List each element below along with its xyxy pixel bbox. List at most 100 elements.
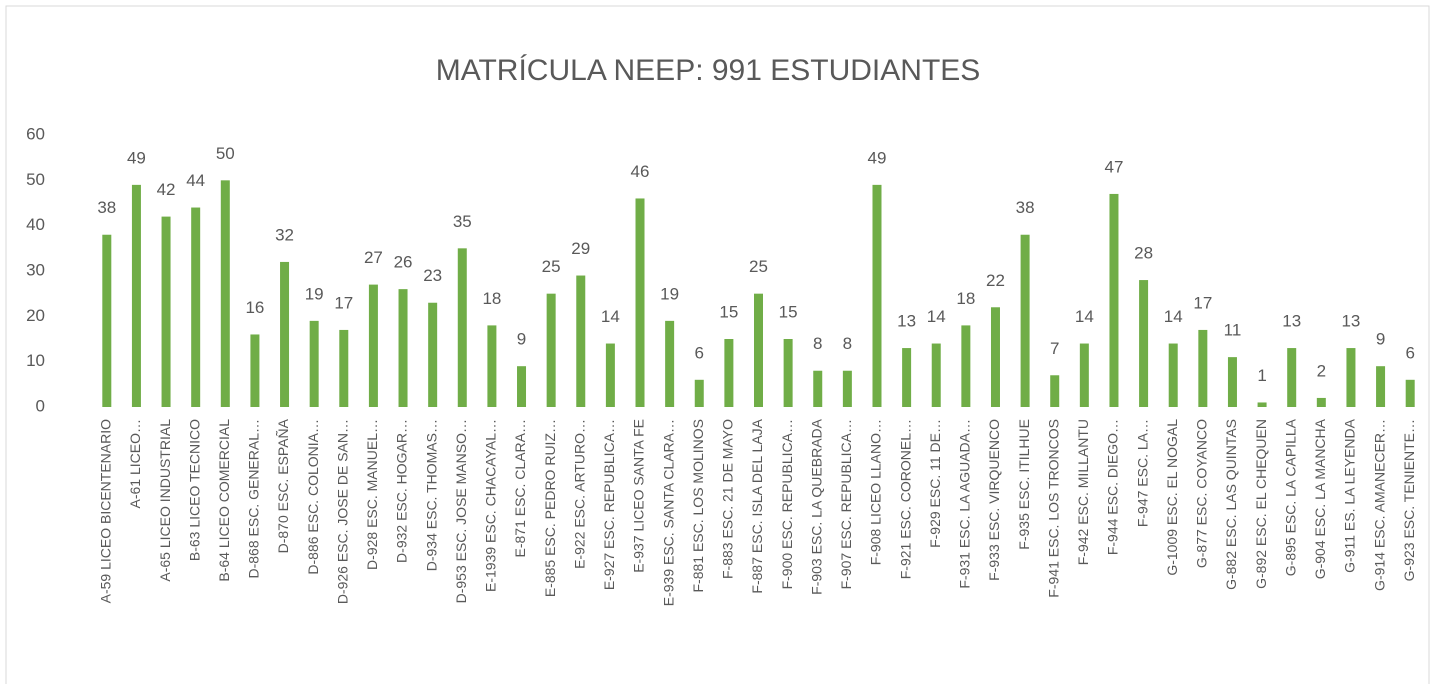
bar — [220, 180, 230, 407]
data-label: 35 — [453, 212, 472, 231]
x-tick-label: D-870 ESC. ESPAÑA — [275, 418, 291, 553]
x-tick-label: E-922 ESC. ARTURO… — [571, 419, 587, 569]
bar — [694, 379, 704, 407]
bar — [191, 207, 201, 407]
x-tick-label: G-877 ESC. COYANCO — [1194, 419, 1210, 568]
x-tick-label: D-926 ESC. JOSE DE SAN… — [334, 419, 350, 604]
bar — [842, 370, 852, 407]
x-tick-label: D-953 ESC. JOSE MANSO… — [453, 419, 469, 603]
x-tick-label: D-932 ESC. HOGAR… — [394, 419, 410, 563]
data-label: 27 — [364, 248, 383, 267]
bar — [1257, 402, 1267, 407]
data-label: 7 — [1050, 339, 1059, 358]
data-label: 47 — [1105, 157, 1124, 176]
bar — [813, 370, 823, 407]
bar — [1109, 193, 1119, 407]
x-tick-label: F-942 ESC. MILLANTU — [1075, 419, 1091, 565]
y-tick-label: 50 — [26, 170, 45, 189]
data-label: 13 — [897, 312, 916, 331]
x-tick-label: F-931 ESC. LA AGUADA… — [957, 419, 973, 589]
bar — [398, 289, 408, 407]
x-tick-label: F-947 ESC. LA… — [1134, 419, 1150, 527]
x-tick-label: G-911 ES. LA LEYENDA — [1342, 418, 1358, 572]
data-label: 23 — [423, 266, 442, 285]
data-label: 13 — [1341, 312, 1360, 331]
data-label: 25 — [542, 257, 561, 276]
data-label: 9 — [517, 330, 526, 349]
bar — [1346, 348, 1356, 407]
x-tick-label: A-61 LICEO… — [127, 419, 143, 508]
bar — [131, 184, 141, 407]
bar — [754, 293, 763, 407]
x-tick-label: F-941 ESC. LOS TRONCOS — [1045, 419, 1061, 598]
bar — [1227, 357, 1237, 407]
x-tick-label: F-935 ESC. ITILHUE — [1016, 419, 1032, 550]
chart-title: MATRÍCULA NEEP: 991 ESTUDIANTES — [436, 54, 981, 87]
bar — [576, 275, 586, 407]
bar — [1287, 348, 1297, 407]
x-tick-label: E-871 ESC. CLARA… — [512, 419, 528, 558]
x-tick-label: F-881 ESC. LOS MOLINOS — [690, 419, 706, 593]
x-tick-label: F-907 ESC. REPUBLICA… — [838, 419, 854, 589]
x-tick-label: B-63 LICEO TECNICO — [186, 419, 202, 561]
data-label: 19 — [305, 284, 324, 303]
bar — [872, 184, 882, 407]
data-label: 2 — [1317, 361, 1326, 380]
data-label: 15 — [719, 302, 738, 321]
data-label: 25 — [749, 257, 768, 276]
x-tick-label: G-892 ESC. EL CHEQUEN — [1253, 419, 1269, 589]
x-tick-label: F-929 ESC. 11 DE… — [927, 419, 943, 548]
x-tick-label: E-937 LICEO SANTA FE — [631, 419, 647, 573]
bar — [635, 198, 645, 407]
bar — [783, 339, 793, 407]
bar — [1139, 280, 1149, 407]
bar — [1020, 234, 1030, 407]
x-tick-label: F-921 ESC. CORONEL… — [897, 419, 913, 579]
x-tick-label: F-903 ESC. LA QUEBRADA — [808, 418, 824, 595]
data-label: 16 — [245, 298, 264, 317]
bar — [280, 261, 290, 407]
data-label: 6 — [1405, 343, 1414, 362]
data-label: 8 — [813, 334, 822, 353]
x-tick-label: G-882 ESC. LAS QUINTAS — [1223, 419, 1239, 590]
x-tick-label: F-887 ESC. ISLA DEL LAJA — [749, 418, 765, 593]
x-tick-label: E-885 ESC. PEDRO RUIZ… — [542, 419, 558, 597]
data-label: 17 — [1193, 293, 1212, 312]
bar — [1405, 379, 1415, 407]
bar — [931, 343, 941, 407]
data-label: 42 — [157, 180, 176, 199]
x-tick-label: A-59 LICEO BICENTENARIO — [98, 419, 114, 603]
data-label: 22 — [986, 271, 1005, 290]
bar — [724, 339, 734, 407]
bar — [1079, 343, 1089, 407]
data-label: 13 — [1282, 312, 1301, 331]
x-tick-label: G-914 ESC. AMANECER… — [1371, 419, 1387, 591]
bar — [1316, 397, 1326, 407]
bar — [665, 320, 675, 407]
bar — [309, 320, 319, 407]
x-tick-label: D-868 ESC. GENERAL… — [246, 419, 262, 579]
bar — [990, 307, 1000, 407]
x-tick-label: G-923 ESC. TENIENTE… — [1401, 419, 1417, 581]
data-label: 9 — [1376, 330, 1385, 349]
x-tick-label: E-927 ESC. REPUBLICA… — [601, 419, 617, 590]
x-tick-label: G-1009 ESC. EL NOGAL — [1164, 419, 1180, 576]
x-tick-label: F-933 ESC. VIRQUENCO — [986, 419, 1002, 581]
data-label: 38 — [1016, 198, 1035, 217]
bar — [368, 284, 378, 407]
data-label: 1 — [1257, 366, 1266, 385]
data-label: 6 — [695, 343, 704, 362]
data-label: 19 — [660, 284, 679, 303]
data-label: 14 — [601, 307, 620, 326]
x-tick-label: D-928 ESC. MANUEL… — [364, 419, 380, 570]
bar — [428, 302, 438, 407]
data-label: 18 — [956, 289, 975, 308]
bar — [339, 329, 349, 407]
data-label: 29 — [571, 239, 590, 258]
bar — [1168, 343, 1178, 407]
chart-border — [5, 5, 1430, 684]
x-tick-label: A-65 LICEO INDUSTRIAL — [157, 419, 173, 582]
bar — [1376, 366, 1386, 407]
data-label: 50 — [216, 144, 235, 163]
